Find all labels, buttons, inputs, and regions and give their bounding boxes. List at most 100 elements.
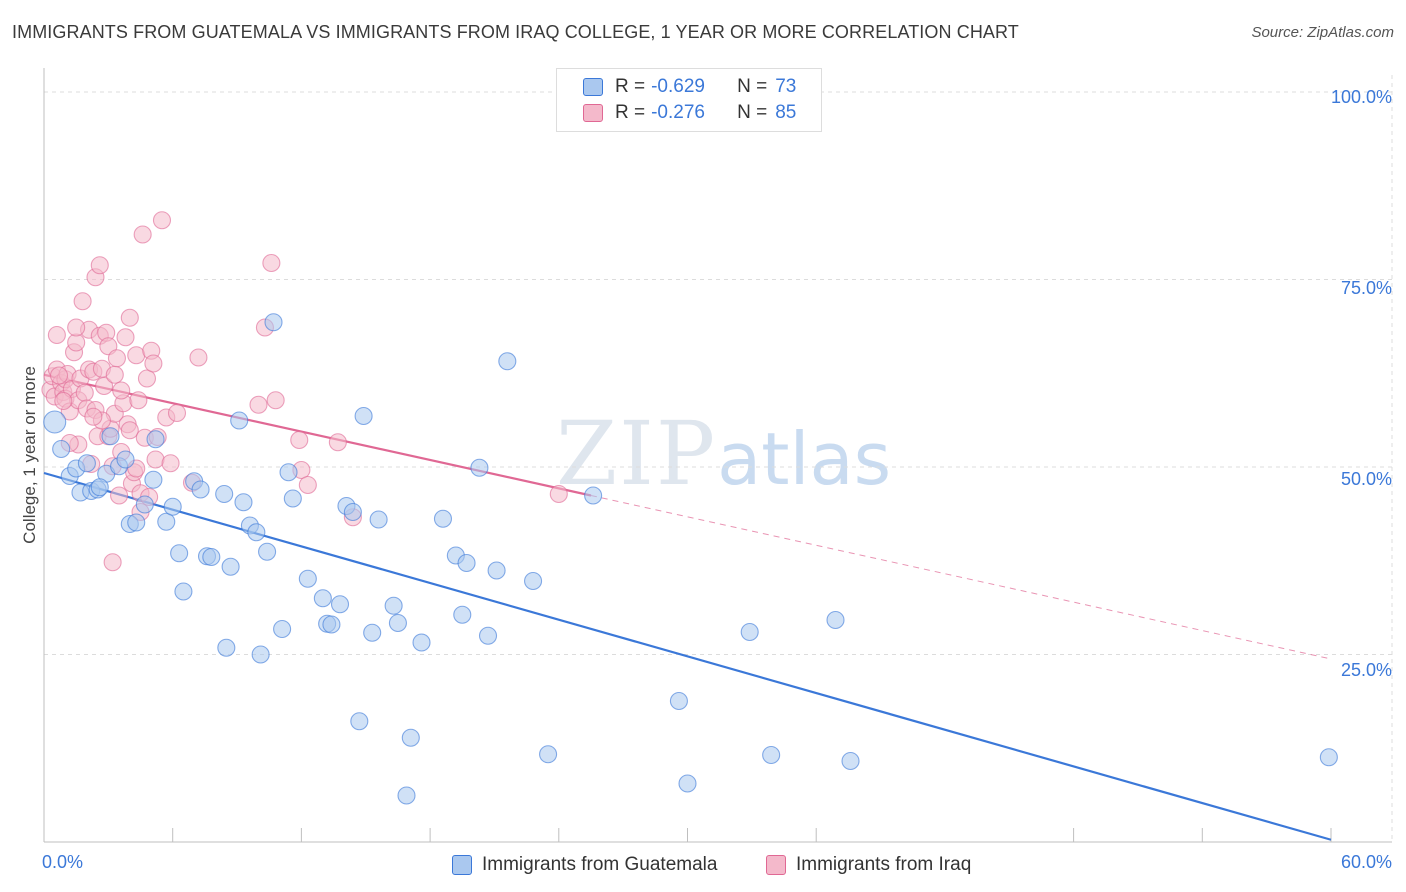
legend-swatch-iraq (766, 855, 786, 875)
data-point-guatemala (202, 547, 221, 567)
data-point-guatemala (354, 406, 373, 426)
data-point-iraq (73, 292, 92, 311)
data-point-iraq (90, 256, 109, 275)
data-point-guatemala (170, 544, 189, 563)
data-point-iraq (84, 407, 103, 426)
data-point-iraq (133, 225, 152, 244)
r-label: R = (615, 76, 646, 97)
data-point-guatemala (191, 480, 210, 499)
trend-line-extension-iraq (590, 495, 1332, 660)
data-point-guatemala (283, 489, 302, 508)
data-point-iraq (75, 383, 94, 402)
n-value: 73 (775, 76, 797, 97)
data-point-guatemala (487, 561, 506, 580)
data-point-guatemala (234, 493, 253, 512)
data-point-iraq (146, 450, 165, 469)
data-point-guatemala (369, 510, 388, 529)
data-point-guatemala (101, 427, 120, 446)
data-point-guatemala (43, 410, 67, 434)
data-point-iraq (549, 484, 568, 504)
data-point-guatemala (52, 439, 71, 459)
legend-row-iraq: R = -0.276 N = 85 (583, 101, 796, 125)
data-point-iraq (167, 403, 187, 423)
y-tick-label-75: 75.0% (1340, 278, 1392, 298)
data-point-guatemala (215, 484, 234, 504)
data-point-iraq (137, 369, 157, 388)
correlation-legend: R = -0.629 N = 73 R = -0.276 N = 85 (556, 68, 822, 132)
data-point-iraq (103, 553, 122, 572)
data-point-guatemala (90, 478, 109, 497)
data-point-guatemala (762, 745, 781, 765)
source-label: Source: ZipAtlas.com (1251, 24, 1394, 41)
data-point-iraq (120, 421, 139, 440)
data-point-guatemala (478, 626, 498, 645)
legend-item-iraq[interactable]: Immigrants from Iraq (766, 852, 971, 878)
data-point-guatemala (388, 613, 407, 633)
data-point-iraq (95, 376, 114, 396)
data-point-guatemala (174, 582, 193, 601)
data-point-guatemala (157, 512, 176, 531)
data-point-guatemala (401, 728, 420, 747)
data-point-guatemala (273, 619, 292, 639)
data-point-guatemala (826, 610, 845, 630)
data-point-iraq (266, 391, 285, 410)
watermark: ZIPatlas (556, 402, 891, 505)
data-point-guatemala (363, 623, 382, 642)
r-label: R = (615, 102, 646, 123)
legend-item-guatemala[interactable]: Immigrants from Guatemala (452, 852, 717, 878)
watermark-zip: ZIP (556, 402, 718, 505)
data-point-iraq (110, 486, 129, 505)
data-points (41, 211, 1338, 805)
data-point-guatemala (251, 645, 270, 664)
data-point-iraq (298, 475, 317, 495)
r-value: -0.276 (651, 102, 705, 123)
data-point-guatemala (247, 523, 266, 542)
legend-label-guatemala: Immigrants from Guatemala (482, 854, 718, 875)
y-axis-label: College, 1 year or more (20, 366, 39, 544)
data-point-guatemala (841, 751, 860, 771)
data-point-guatemala (412, 633, 431, 652)
data-point-guatemala (678, 774, 697, 793)
n-label: N = (737, 76, 768, 97)
data-point-iraq (67, 318, 86, 337)
data-point-guatemala (135, 495, 154, 514)
data-point-iraq (116, 328, 135, 347)
data-point-guatemala (322, 615, 341, 634)
data-point-iraq (54, 391, 73, 411)
watermark-atlas: atlas (717, 417, 892, 501)
data-point-guatemala (144, 470, 163, 489)
data-point-iraq (107, 349, 126, 368)
n-label: N = (737, 102, 768, 123)
legend-row-guatemala: R = -0.629 N = 73 (583, 75, 796, 99)
legend-label-iraq: Immigrants from Iraq (796, 854, 972, 875)
data-point-guatemala (258, 542, 277, 561)
data-point-iraq (161, 454, 180, 473)
data-point-guatemala (163, 497, 182, 516)
data-point-guatemala (279, 463, 298, 482)
data-point-guatemala (116, 450, 135, 469)
data-point-guatemala (230, 411, 249, 430)
data-point-guatemala (330, 595, 350, 614)
data-point-guatemala (221, 557, 240, 576)
y-tick-label-25: 25.0% (1340, 660, 1392, 680)
data-point-guatemala (217, 638, 236, 657)
data-point-guatemala (433, 509, 453, 528)
data-point-iraq (152, 211, 172, 230)
data-point-iraq (262, 253, 281, 273)
data-point-guatemala (453, 605, 472, 624)
legend-swatch-iraq (583, 104, 603, 122)
data-point-guatemala (350, 712, 369, 731)
data-point-iraq (49, 366, 69, 385)
data-point-guatemala (457, 553, 476, 573)
data-point-guatemala (1319, 748, 1338, 767)
data-point-guatemala (470, 458, 489, 477)
data-point-iraq (112, 381, 131, 400)
legend-swatch-guatemala (583, 78, 603, 96)
data-point-iraq (328, 433, 347, 452)
data-point-guatemala (524, 571, 543, 591)
data-point-guatemala (343, 502, 362, 522)
x-tick-label-max: 60.0% (1340, 852, 1392, 872)
data-point-guatemala (384, 596, 403, 615)
trend-lines (43, 373, 1332, 841)
data-point-iraq (120, 308, 139, 327)
